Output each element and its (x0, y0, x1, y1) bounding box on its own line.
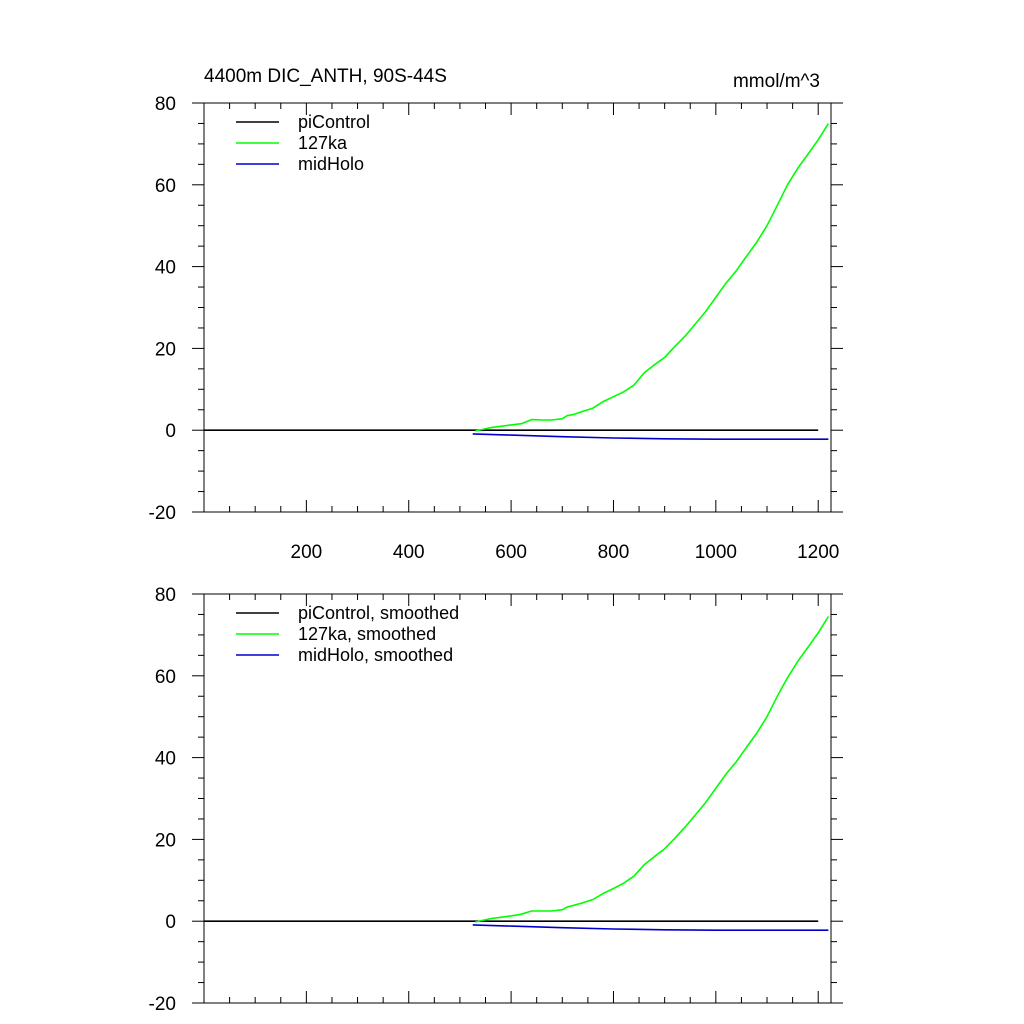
x-tick-label: 1000 (695, 542, 737, 563)
y-tick-label: 20 (155, 339, 176, 360)
series-line-2 (472, 924, 829, 932)
y-tick-label: 80 (155, 94, 176, 115)
series-line-1 (475, 616, 830, 923)
x-tick-label: 800 (598, 542, 630, 563)
y-tick-label: 60 (155, 176, 176, 197)
legend-label: 127ka (298, 133, 348, 153)
legend-label: midHolo (298, 154, 364, 174)
y-tick-label: 60 (155, 667, 176, 688)
y-tick-label: 80 (155, 585, 176, 606)
top-panel: -20 0 20 40 60 80 200 400 600 800 1000 1200 piContro… (149, 94, 843, 563)
x-tick-label: 1200 (797, 542, 839, 563)
y-tick-label: 0 (165, 421, 176, 442)
y-tick-label: -20 (149, 994, 176, 1015)
legend-label: piControl (298, 112, 370, 132)
y-tick-label: 0 (165, 912, 176, 933)
legend-label: piControl, smoothed (298, 603, 459, 623)
y-tick-label: -20 (149, 503, 176, 524)
chart-units: mmol/m^3 (733, 71, 820, 92)
legend-label: 127ka, smoothed (298, 624, 436, 644)
y-tick-label: 40 (155, 258, 176, 279)
y-tick-label: 20 (155, 830, 176, 851)
y-tick-label: 40 (155, 749, 176, 770)
x-tick-label: 200 (291, 542, 323, 563)
x-tick-label: 600 (495, 542, 527, 563)
chart-title: 4400m DIC_ANTH, 90S-44S (204, 66, 447, 87)
series-line-1 (475, 123, 830, 432)
legend-label: midHolo, smoothed (298, 645, 453, 665)
series-line-2 (472, 433, 829, 441)
x-tick-label: 400 (393, 542, 425, 563)
